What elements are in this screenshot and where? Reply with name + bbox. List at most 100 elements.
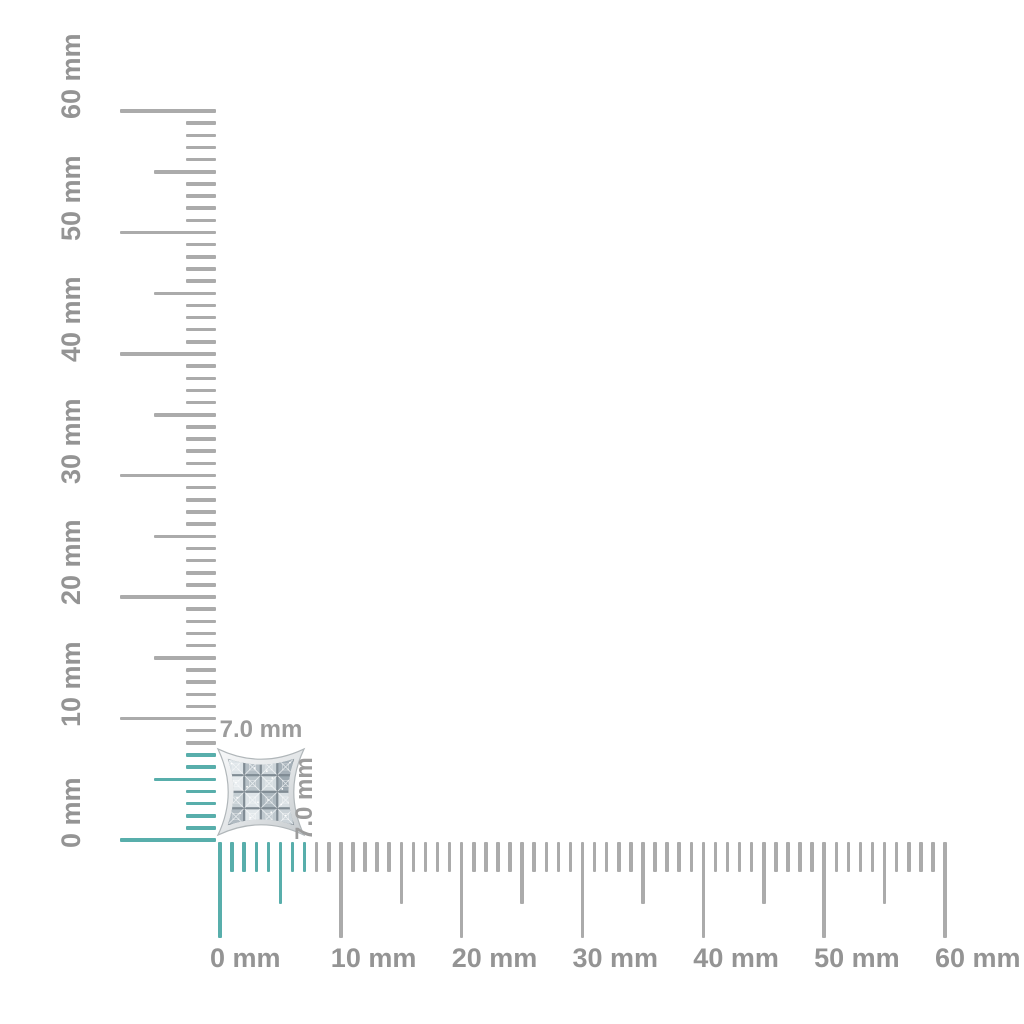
h-ruler-tick [713,842,718,872]
v-ruler-tick [154,413,216,417]
v-ruler-tick [154,170,216,174]
v-ruler-tick [186,485,216,490]
h-ruler-tick [459,842,464,938]
h-ruler-tick [230,842,234,872]
h-ruler-tick [290,842,295,872]
v-ruler-tick [120,838,216,842]
h-ruler-tick [568,842,573,872]
v-ruler-tick [186,558,216,563]
h-ruler-tick [641,842,645,904]
h-ruler-tick [846,842,851,872]
h-ruler-tick [508,842,512,872]
h-ruler-label: 0 mm [210,943,281,973]
v-ruler-tick [120,595,216,599]
h-ruler-tick [472,842,476,872]
h-ruler-tick [351,842,355,872]
v-ruler-tick [186,668,216,672]
h-ruler-tick [447,842,452,872]
v-ruler-tick [186,619,216,623]
v-ruler-tick [186,680,216,684]
v-ruler-tick [186,449,216,453]
v-ruler-tick [186,522,216,526]
item-height-label: 7.0 mm [291,757,318,840]
h-ruler-label: 40 mm [693,943,779,973]
earring-stud-image [216,747,306,837]
v-ruler-tick [186,583,216,587]
v-ruler-tick [154,777,216,781]
v-ruler-tick [186,437,216,441]
v-ruler-tick [186,133,216,137]
diamond-cell [261,775,278,792]
v-ruler-tick [186,206,216,210]
h-ruler-tick [592,842,597,872]
h-ruler-label: 60 mm [935,943,1021,973]
h-ruler-tick [822,842,826,938]
v-ruler-tick [120,352,216,356]
v-ruler-tick [120,716,216,721]
v-ruler-tick [186,388,216,393]
v-ruler-tick [186,801,216,806]
h-ruler-tick [894,842,899,872]
h-ruler-tick [629,842,633,872]
v-ruler-tick [120,473,216,478]
h-ruler-tick [278,842,283,904]
h-ruler-tick [798,842,802,872]
v-ruler-tick [186,631,216,636]
h-ruler-label: 10 mm [330,943,417,973]
h-ruler-tick [737,842,742,872]
v-ruler-tick [186,728,216,733]
v-ruler-label: 40 mm [56,276,86,362]
h-ruler-tick [387,842,391,872]
v-ruler-tick [186,182,216,186]
v-ruler-tick [186,327,216,332]
v-ruler-tick [154,534,216,538]
h-ruler-tick [339,842,343,938]
h-ruler-tick [762,842,766,904]
v-ruler-tick [186,157,216,162]
v-ruler-tick [186,279,216,283]
v-ruler-tick [186,255,216,259]
v-ruler-tick [186,340,216,344]
h-ruler-tick [218,842,222,938]
v-ruler-tick [186,303,216,308]
h-ruler-tick [302,842,307,872]
v-ruler-tick [186,267,216,271]
h-ruler-tick [411,842,416,872]
h-ruler-tick [242,842,246,872]
h-ruler-tick [701,842,706,938]
v-ruler-tick [186,826,216,830]
h-ruler-tick [399,842,403,904]
h-ruler-tick [882,842,887,904]
v-ruler-label: 0 mm [56,777,86,848]
v-ruler-tick [120,230,216,235]
h-ruler-tick [617,842,621,872]
h-ruler-tick [375,842,379,872]
h-ruler-tick [604,842,609,872]
h-ruler-tick [266,842,271,872]
v-ruler-label: 10 mm [56,640,86,727]
v-ruler-tick [186,218,216,223]
h-ruler-tick [520,842,524,904]
v-ruler-tick [186,400,216,405]
h-ruler-tick [907,842,911,872]
v-ruler-tick [186,425,216,429]
h-ruler-tick [919,842,923,872]
v-ruler-tick [186,315,216,320]
h-ruler-tick [556,842,561,872]
h-ruler-tick [677,842,681,872]
v-ruler-tick [186,364,216,368]
h-ruler-tick [810,842,814,872]
h-ruler-tick [725,842,730,872]
h-ruler-tick [943,842,947,938]
v-ruler-tick [154,656,216,660]
h-ruler-tick [363,842,367,872]
v-ruler-tick [186,498,216,502]
diamond-cell [261,792,278,809]
v-ruler-tick [186,814,216,818]
v-ruler-tick [186,704,216,709]
h-ruler-tick [931,842,935,872]
v-ruler-tick [186,753,216,757]
item-width-label: 7.0 mm [219,716,303,743]
h-ruler-tick [314,842,319,872]
